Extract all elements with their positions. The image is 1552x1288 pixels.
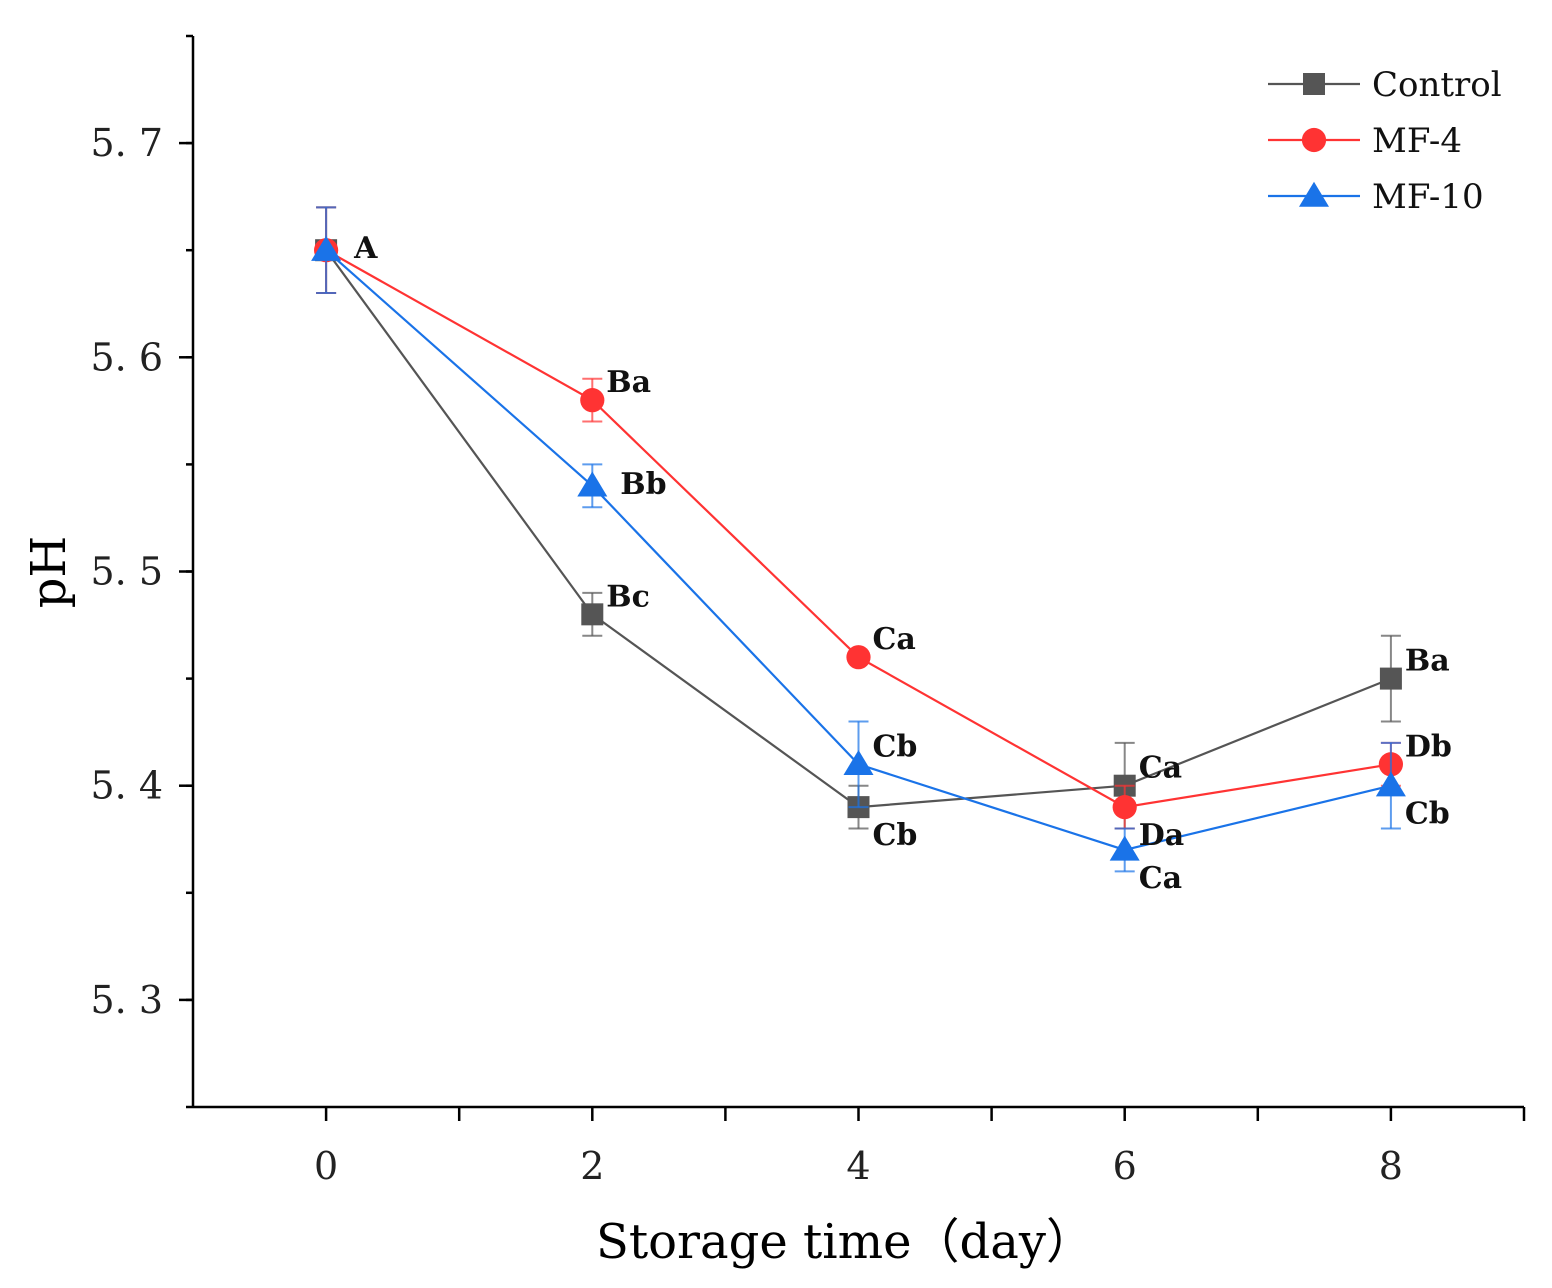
- point-label: Ba: [606, 365, 651, 400]
- x-tick-label: 2: [580, 1144, 604, 1188]
- legend-label: MF-4: [1372, 121, 1462, 161]
- point-label: Da: [1139, 818, 1184, 853]
- point-label: Cb: [1405, 797, 1450, 832]
- y-tick-label: 5. 3: [90, 978, 163, 1022]
- x-tick-label: 0: [314, 1144, 338, 1188]
- legend-item-mf-10: MF-10: [1268, 177, 1484, 217]
- point-label: Db: [1405, 729, 1452, 764]
- series-mf-10: [311, 206, 1406, 873]
- point-label: Ba: [1405, 644, 1450, 679]
- x-tick-label: 6: [1113, 1144, 1137, 1188]
- triangle-marker: [1298, 181, 1330, 207]
- y-axis-title: pH: [21, 536, 77, 609]
- point-label: A: [353, 231, 378, 266]
- x-tick-label: 4: [846, 1144, 870, 1188]
- circle-marker: [580, 388, 605, 413]
- point-label: Ca: [1139, 751, 1182, 786]
- legend-label: Control: [1372, 65, 1502, 105]
- series-layer: [311, 206, 1406, 873]
- circle-marker: [1112, 795, 1137, 820]
- legend-item-mf-4: MF-4: [1268, 121, 1462, 161]
- triangle-marker: [1109, 835, 1140, 861]
- square-marker: [1303, 73, 1325, 95]
- point-label: Ca: [873, 622, 916, 657]
- triangle-marker: [843, 749, 874, 776]
- axes: 5. 3 5. 4 5. 5 5. 6 5. 7 0 2 4 6 8: [90, 34, 1526, 1188]
- x-axis-title: Storage time（day）: [596, 1214, 1094, 1270]
- point-label: Ca: [1139, 861, 1182, 896]
- circle-marker: [846, 645, 871, 670]
- legend: Control MF-4 MF-10: [1268, 65, 1502, 217]
- point-label: Bb: [620, 467, 666, 502]
- triangle-marker: [577, 471, 608, 497]
- y-tick-label: 5. 4: [90, 764, 163, 808]
- circle-marker: [1301, 127, 1327, 153]
- point-labels: A Ba Bb Bc Ca Cb Cb Ca Da Ca Ba Db Cb: [353, 231, 1452, 896]
- square-marker: [1379, 667, 1402, 690]
- y-tick-label: 5. 7: [90, 121, 163, 165]
- y-tick-label: 5. 6: [90, 335, 163, 379]
- point-label: Cb: [873, 729, 918, 764]
- legend-item-control: Control: [1268, 65, 1502, 105]
- triangle-marker: [1375, 771, 1406, 797]
- point-label: Cb: [873, 818, 918, 853]
- x-tick-label: 8: [1379, 1144, 1403, 1188]
- legend-label: MF-10: [1372, 177, 1484, 217]
- y-tick-label: 5. 5: [90, 550, 163, 594]
- square-marker: [581, 603, 604, 626]
- point-label: Bc: [606, 579, 650, 614]
- triangle-marker: [311, 235, 342, 261]
